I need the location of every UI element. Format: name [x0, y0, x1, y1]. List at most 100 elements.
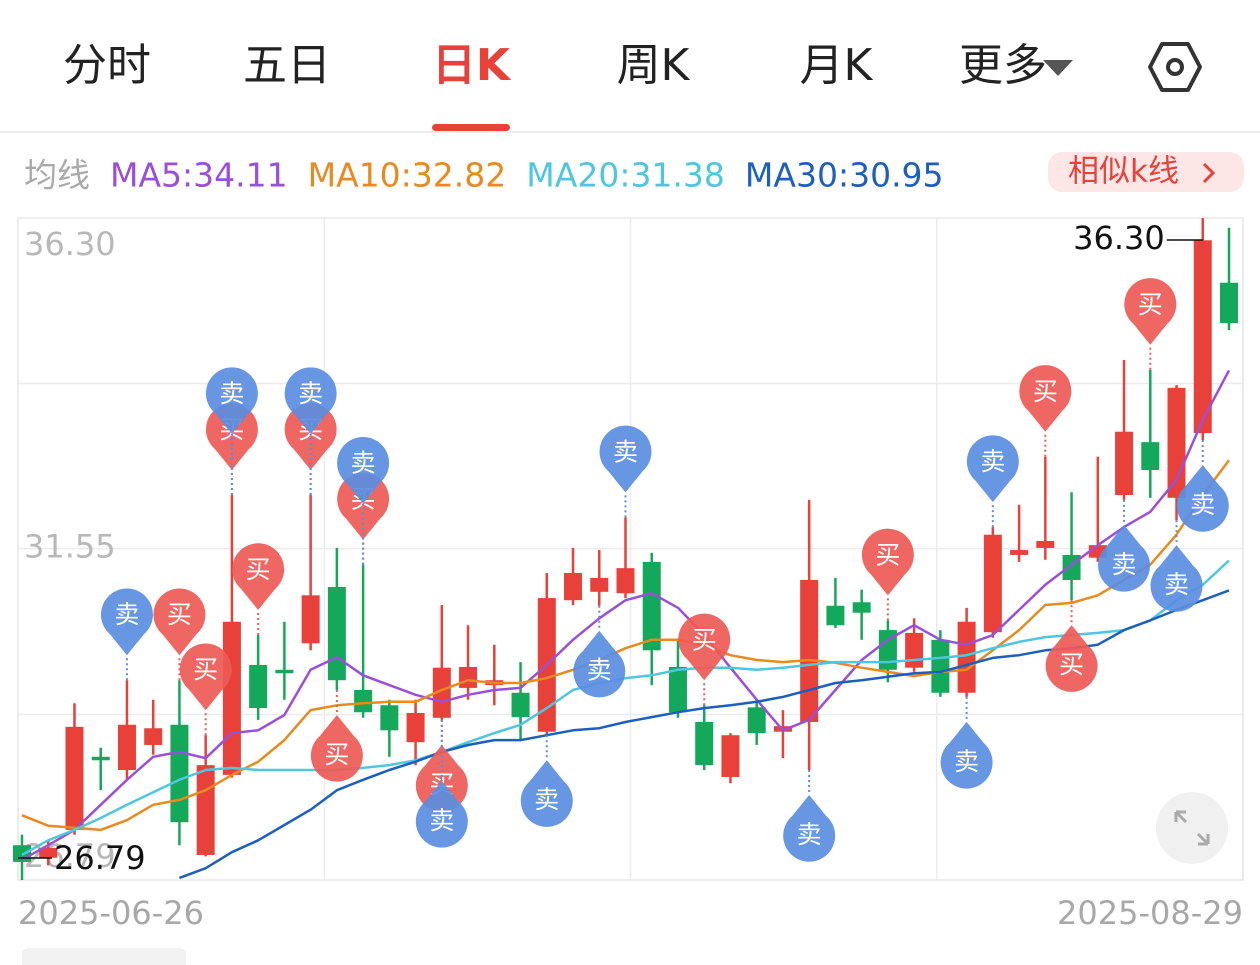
candle-body	[1036, 540, 1055, 548]
signal-label: 买	[692, 625, 717, 654]
signal-pin	[1150, 545, 1203, 612]
signal-pin	[1176, 465, 1229, 532]
candle-body	[511, 692, 530, 718]
plot: 26.7931.5536.30卖买买买卖买买卖买卖卖买买卖买买买买卖卖卖卖卖买卖…	[13, 217, 1243, 881]
signal-pin	[861, 528, 914, 596]
signal-label: 买	[875, 540, 900, 569]
candle-body	[327, 586, 346, 681]
end-date: 2025-08-29	[1057, 894, 1243, 932]
similar-button-bg[interactable]	[1048, 152, 1244, 192]
candle-body	[65, 726, 84, 830]
candle-body	[642, 561, 661, 651]
signal-label: 卖	[1164, 570, 1189, 599]
candle-body	[39, 847, 58, 858]
expand-button[interactable]	[1156, 792, 1228, 864]
candle-body	[196, 765, 215, 855]
candle-body	[301, 595, 320, 644]
signal-pin	[153, 588, 206, 656]
signal-pin	[415, 744, 468, 812]
signal-label: 卖	[351, 449, 376, 478]
candle-body	[170, 724, 189, 823]
start-date: 2025-06-26	[18, 894, 204, 932]
signal-pin	[337, 436, 390, 504]
candle-body	[826, 605, 845, 626]
tab[interactable]: 日K	[432, 40, 512, 91]
tab[interactable]: 周K	[617, 40, 691, 91]
signal-pin	[573, 630, 626, 698]
candle-body	[432, 667, 451, 718]
candle-body	[747, 707, 766, 734]
candle-body	[117, 724, 136, 771]
signal-pin	[284, 367, 337, 435]
signal-label: 买	[324, 740, 349, 769]
signal-label: 买	[1059, 650, 1084, 679]
signal-label: 卖	[219, 379, 244, 408]
signal-label: 买	[193, 655, 218, 684]
signal-pin	[205, 403, 258, 471]
signal-pin	[520, 760, 573, 827]
legend-entry: MA20:31.38	[526, 156, 725, 195]
candle-body	[695, 721, 714, 766]
candle-body	[905, 632, 924, 668]
candle-body	[1193, 240, 1212, 434]
candle-body	[668, 666, 687, 713]
more-arrow[interactable]	[1043, 60, 1073, 76]
candle-body	[957, 621, 976, 693]
signal-pin	[415, 780, 468, 848]
candle-body	[800, 579, 819, 722]
candle-body	[616, 568, 635, 594]
signal-pin	[179, 643, 232, 711]
settings-hexagon	[1148, 42, 1202, 92]
candle-body	[878, 630, 897, 670]
similar-button-label[interactable]: 相似k线	[1068, 154, 1179, 190]
signal-label: 卖	[587, 656, 612, 685]
legend-entry: MA5:34.11	[110, 156, 288, 195]
signal-label: 卖	[1112, 550, 1137, 579]
signal-label: 买	[246, 555, 271, 584]
legend-title: 均线	[24, 156, 90, 195]
signal-pin	[1019, 365, 1072, 432]
signal-label: 买	[1033, 377, 1058, 406]
signal-label: 卖	[534, 785, 559, 814]
signal-label: 卖	[114, 600, 139, 629]
signal-pin	[284, 403, 337, 471]
signal-pin	[599, 425, 652, 493]
similar-button-arrow	[1202, 162, 1216, 184]
signal-pin	[337, 472, 390, 540]
signal-pin	[100, 588, 153, 656]
candle-body	[1010, 550, 1029, 555]
signal-label: 买	[167, 600, 192, 629]
ma-line	[21, 559, 1230, 856]
candle-body	[564, 573, 583, 601]
signal-label: 卖	[613, 437, 638, 466]
tab[interactable]: 月K	[800, 40, 874, 91]
max-marker: 36.30	[1073, 219, 1165, 257]
active-tab-indicator	[432, 124, 510, 131]
ma-line	[21, 459, 1230, 832]
candle-body	[459, 666, 478, 688]
settings-dot	[1166, 58, 1184, 76]
signal-pin	[232, 543, 285, 610]
signal-pin	[966, 435, 1019, 503]
signal-label: 卖	[429, 806, 454, 835]
signal-label: 卖	[298, 379, 323, 408]
candle-body	[406, 712, 425, 743]
settings-icon[interactable]	[1148, 42, 1202, 92]
tab[interactable]: 分时	[63, 40, 151, 91]
candle-body	[354, 689, 373, 713]
y-tick-label: 31.55	[24, 528, 116, 566]
candle-body	[222, 621, 241, 775]
signal-pin	[1124, 278, 1177, 345]
tab[interactable]: 更多	[959, 40, 1047, 91]
tab[interactable]: 五日	[243, 40, 331, 91]
expand-icon	[1174, 810, 1210, 846]
candle-body	[249, 664, 268, 709]
signal-label: 买	[1138, 290, 1163, 319]
candle-body	[590, 577, 609, 592]
candle-body	[721, 735, 740, 777]
candle-body	[275, 669, 294, 674]
y-tick-label: 36.30	[24, 225, 116, 263]
candle-body	[144, 728, 163, 745]
signal-pin	[940, 721, 993, 789]
